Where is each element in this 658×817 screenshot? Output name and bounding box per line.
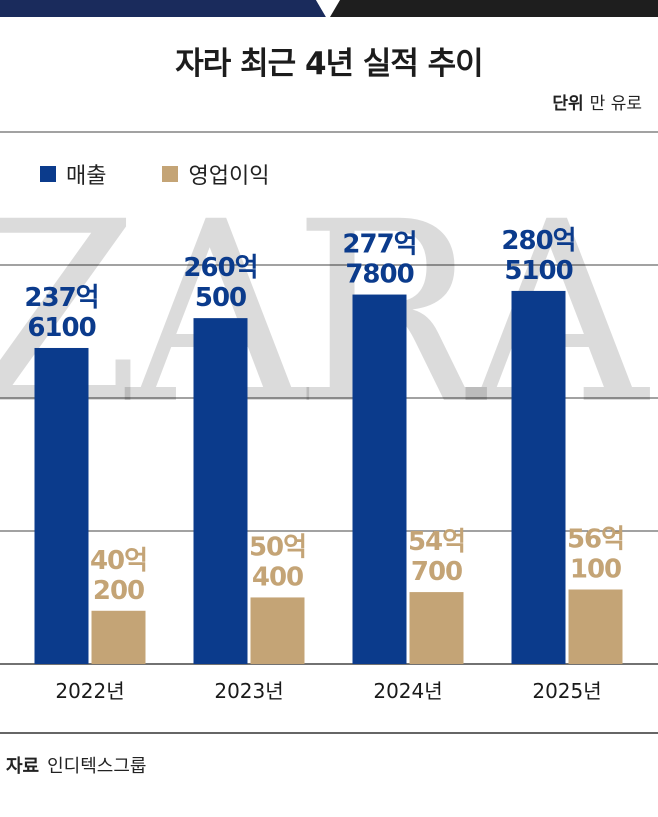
- legend: 매출 영업이익: [40, 158, 325, 190]
- legend-swatch-sales: [40, 166, 56, 182]
- bar-profit: [409, 592, 464, 664]
- source-value: 인디텍스그룹: [47, 756, 147, 777]
- bar-profit: [568, 589, 623, 664]
- data-label-sales: 500: [195, 283, 246, 313]
- bar-sales: [511, 290, 566, 664]
- source-label: 자료: [6, 756, 40, 777]
- data-label-sales: 237억: [24, 283, 98, 313]
- data-label-profit: 700: [411, 557, 462, 587]
- source-note: 자료 인디텍스그룹: [6, 752, 146, 778]
- legend-swatch-profit: [162, 166, 179, 182]
- unit-value: 만 유로: [589, 94, 642, 114]
- legend-label-sales: 매출: [66, 164, 107, 189]
- chart-title: 자라 최근 4년 실적 추이: [175, 46, 483, 82]
- data-label-profit: 56억: [567, 525, 624, 555]
- bar-profit: [250, 597, 305, 664]
- data-label-profit: 400: [252, 562, 303, 592]
- bar-sales: [193, 318, 248, 664]
- legend-label-profit: 영업이익: [188, 164, 270, 189]
- data-label-sales: 280억: [501, 226, 575, 256]
- bar-sales: [34, 347, 89, 664]
- data-label-profit: 100: [570, 555, 621, 585]
- data-label-profit: 54억: [408, 527, 465, 557]
- data-label-sales: 5100: [504, 256, 572, 286]
- data-label-profit: 40억: [90, 546, 147, 576]
- bar-chart: ZARA237억6100260억500277억7800280억510040억20…: [0, 131, 658, 734]
- legend-item-sales: 매출: [40, 158, 106, 190]
- data-label-sales: 7800: [345, 260, 413, 290]
- x-tick-label: 2025년: [532, 679, 601, 703]
- data-label-sales: 277억: [342, 230, 416, 260]
- data-label-profit: 200: [93, 576, 144, 606]
- data-label-sales: 260억: [183, 253, 257, 283]
- top-decorative-bar: [0, 0, 658, 17]
- unit-label: 단위: [552, 94, 584, 114]
- data-label-sales: 6100: [27, 313, 95, 343]
- x-tick-label: 2024년: [373, 679, 442, 703]
- legend-item-profit: 영업이익: [162, 158, 269, 190]
- x-tick-label: 2023년: [214, 679, 283, 703]
- x-tick-label: 2022년: [55, 679, 124, 703]
- bar-sales: [352, 294, 407, 664]
- bar-profit: [91, 610, 146, 664]
- unit-note: 단위 만 유로: [552, 89, 642, 114]
- data-label-profit: 50억: [249, 532, 306, 562]
